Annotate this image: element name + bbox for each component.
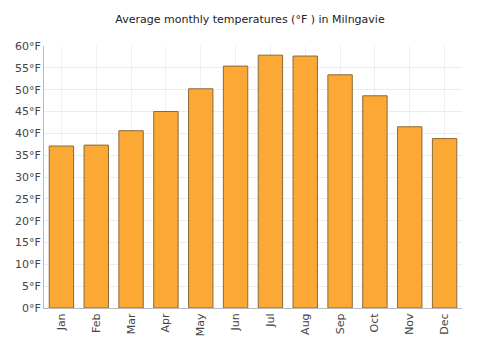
svg-text:10°F: 10°F (15, 258, 41, 271)
svg-text:35°F: 35°F (15, 149, 41, 162)
svg-text:20°F: 20°F (15, 215, 41, 228)
svg-text:Nov: Nov (403, 313, 416, 335)
svg-text:Apr: Apr (159, 313, 172, 333)
svg-text:60°F: 60°F (15, 40, 41, 53)
svg-text:40°F: 40°F (15, 127, 41, 140)
svg-text:Mar: Mar (125, 313, 138, 334)
svg-text:Oct: Oct (368, 313, 381, 333)
svg-text:Aug: Aug (299, 313, 312, 334)
svg-text:50°F: 50°F (15, 84, 41, 97)
svg-text:Jun: Jun (229, 313, 242, 331)
svg-text:25°F: 25°F (15, 193, 41, 206)
svg-text:15°F: 15°F (15, 236, 41, 249)
svg-text:Feb: Feb (90, 313, 103, 332)
svg-text:0°F: 0°F (22, 302, 41, 315)
svg-text:55°F: 55°F (15, 62, 41, 75)
svg-text:Average monthly temperatures (: Average monthly temperatures (°F ) in Mi… (115, 13, 385, 26)
svg-text:Jul: Jul (264, 313, 277, 327)
svg-text:5°F: 5°F (22, 280, 41, 293)
svg-text:45°F: 45°F (15, 105, 41, 118)
svg-text:Jan: Jan (55, 313, 68, 331)
svg-text:May: May (194, 313, 207, 336)
svg-text:Dec: Dec (438, 313, 451, 334)
svg-text:Sep: Sep (334, 313, 347, 334)
svg-text:30°F: 30°F (15, 171, 41, 184)
